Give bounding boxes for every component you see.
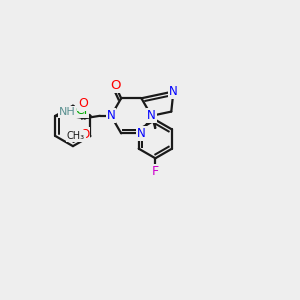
Text: N: N [169,85,178,98]
Text: F: F [152,165,159,178]
Text: N: N [147,109,156,122]
Text: NH: NH [59,107,76,117]
Text: CH₃: CH₃ [67,131,85,141]
Text: N: N [107,109,116,122]
Text: O: O [110,79,120,92]
Text: Cl: Cl [76,104,88,117]
Text: O: O [78,97,88,110]
Text: O: O [80,128,89,141]
Text: N: N [137,127,146,140]
